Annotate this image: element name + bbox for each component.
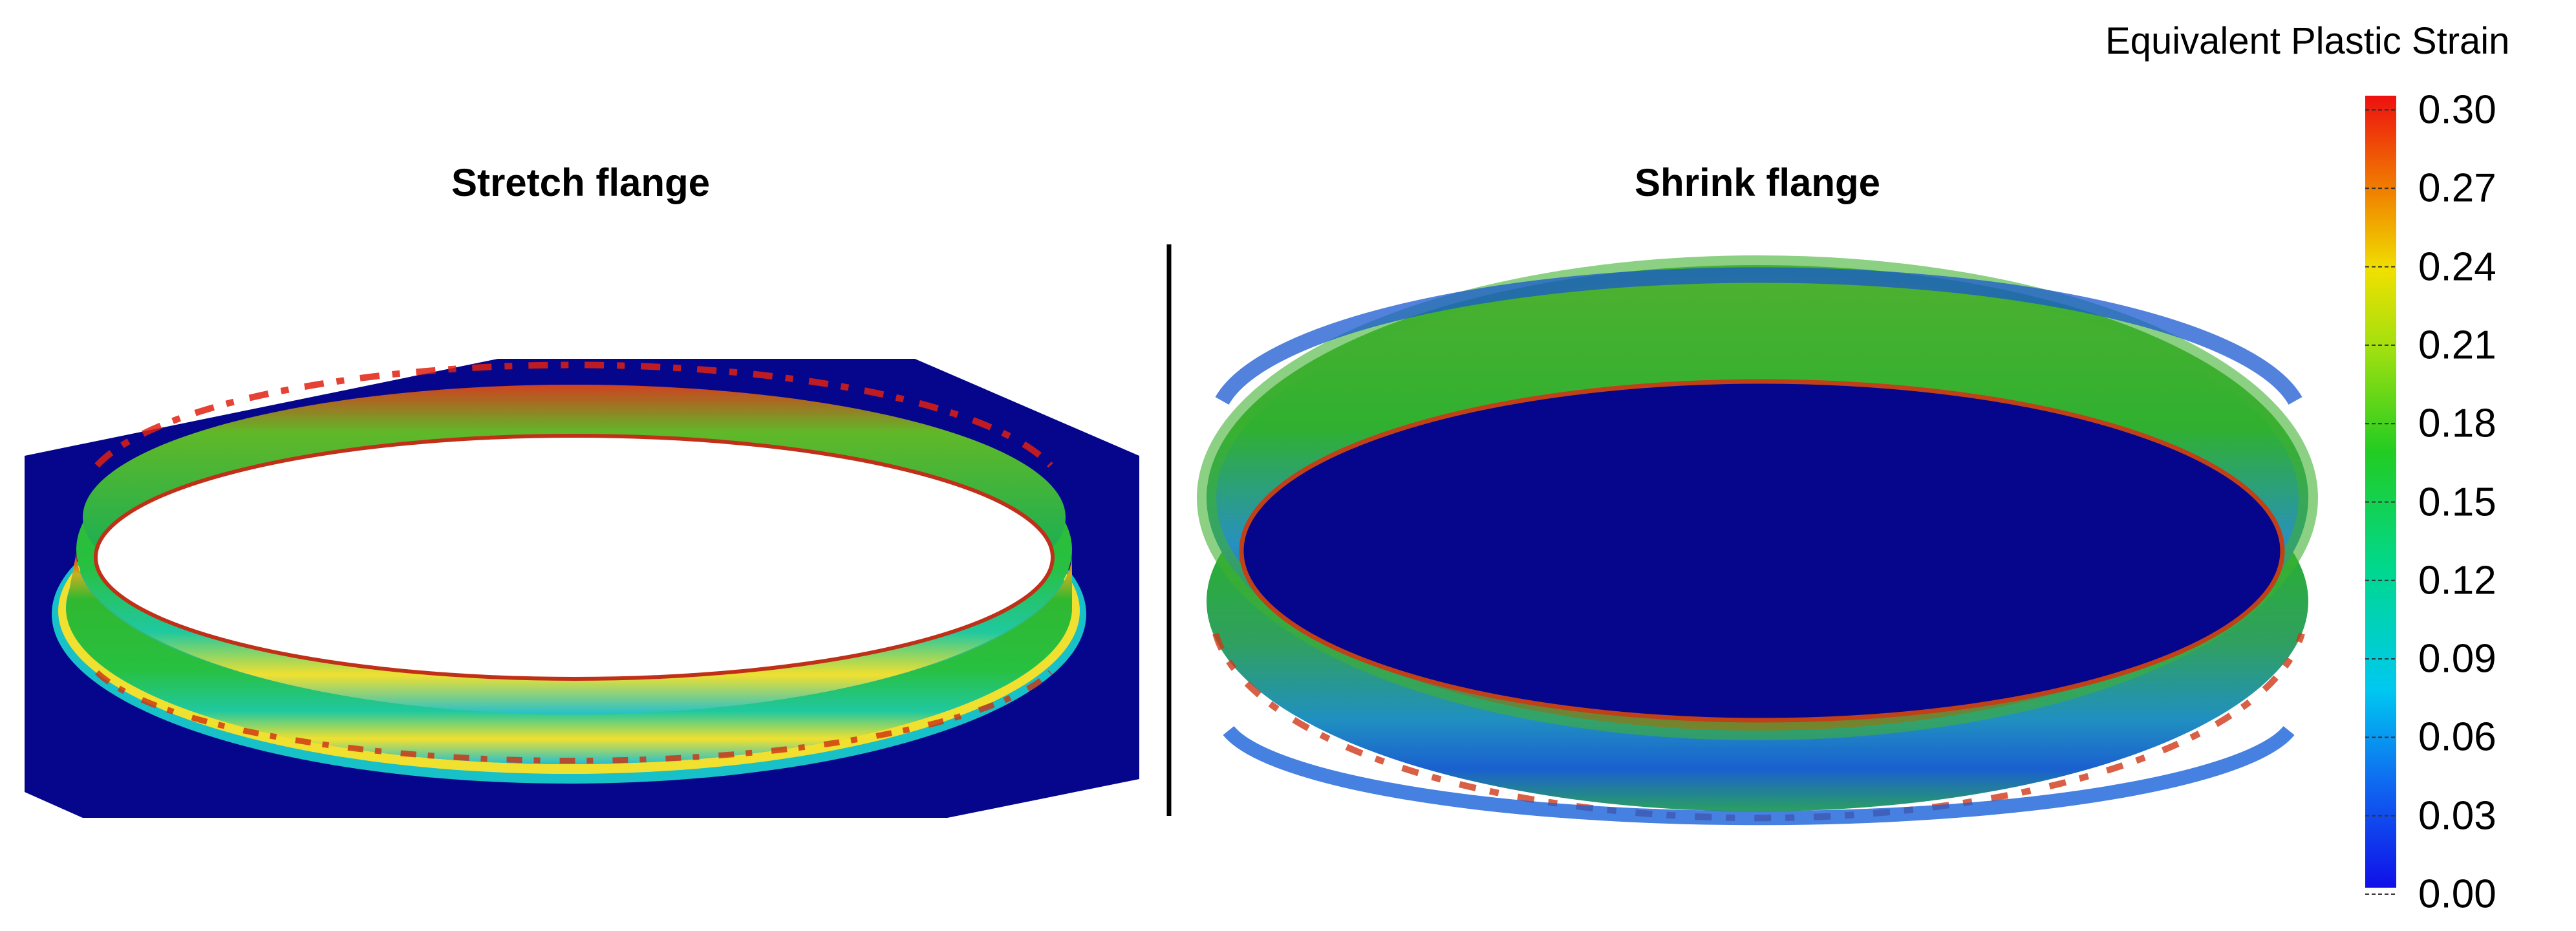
colorbar: [2365, 96, 2396, 895]
shrink-flange-bottom: [1241, 381, 2282, 720]
colorbar-tick-label: 0.27: [2418, 166, 2496, 211]
colorbar-gradient: [2365, 96, 2396, 888]
colorbar-tick-label: 0.06: [2418, 714, 2496, 760]
colorbar-tick-label: 0.24: [2418, 244, 2496, 290]
shrink-flange-model: [1197, 255, 2318, 826]
stretch-flange-title: Stretch flange: [451, 161, 711, 204]
colorbar-tick-label: 0.03: [2418, 793, 2496, 839]
colorbar-tick-label: 0.30: [2418, 87, 2496, 133]
colorbar-tick-label: 0.15: [2418, 480, 2496, 524]
colorbar-ticks: [2365, 109, 2396, 895]
colorbar-tick-label: 0.18: [2418, 401, 2496, 446]
stretch-flange-opening: [96, 436, 1053, 679]
colorbar-tick-label: 0.09: [2418, 636, 2496, 681]
colorbar-tick-label: 0.21: [2418, 323, 2496, 368]
colorbar-tick-label: 0.12: [2418, 558, 2496, 603]
shrink-flange-title: Shrink flange: [1634, 161, 1881, 204]
stretch-flange-wall: [66, 553, 1072, 764]
colorbar-tick-label: 0.00: [2418, 872, 2496, 917]
colorbar-title: Equivalent Plastic Strain: [2105, 20, 2510, 62]
stretch-flange-model: [25, 359, 1139, 818]
